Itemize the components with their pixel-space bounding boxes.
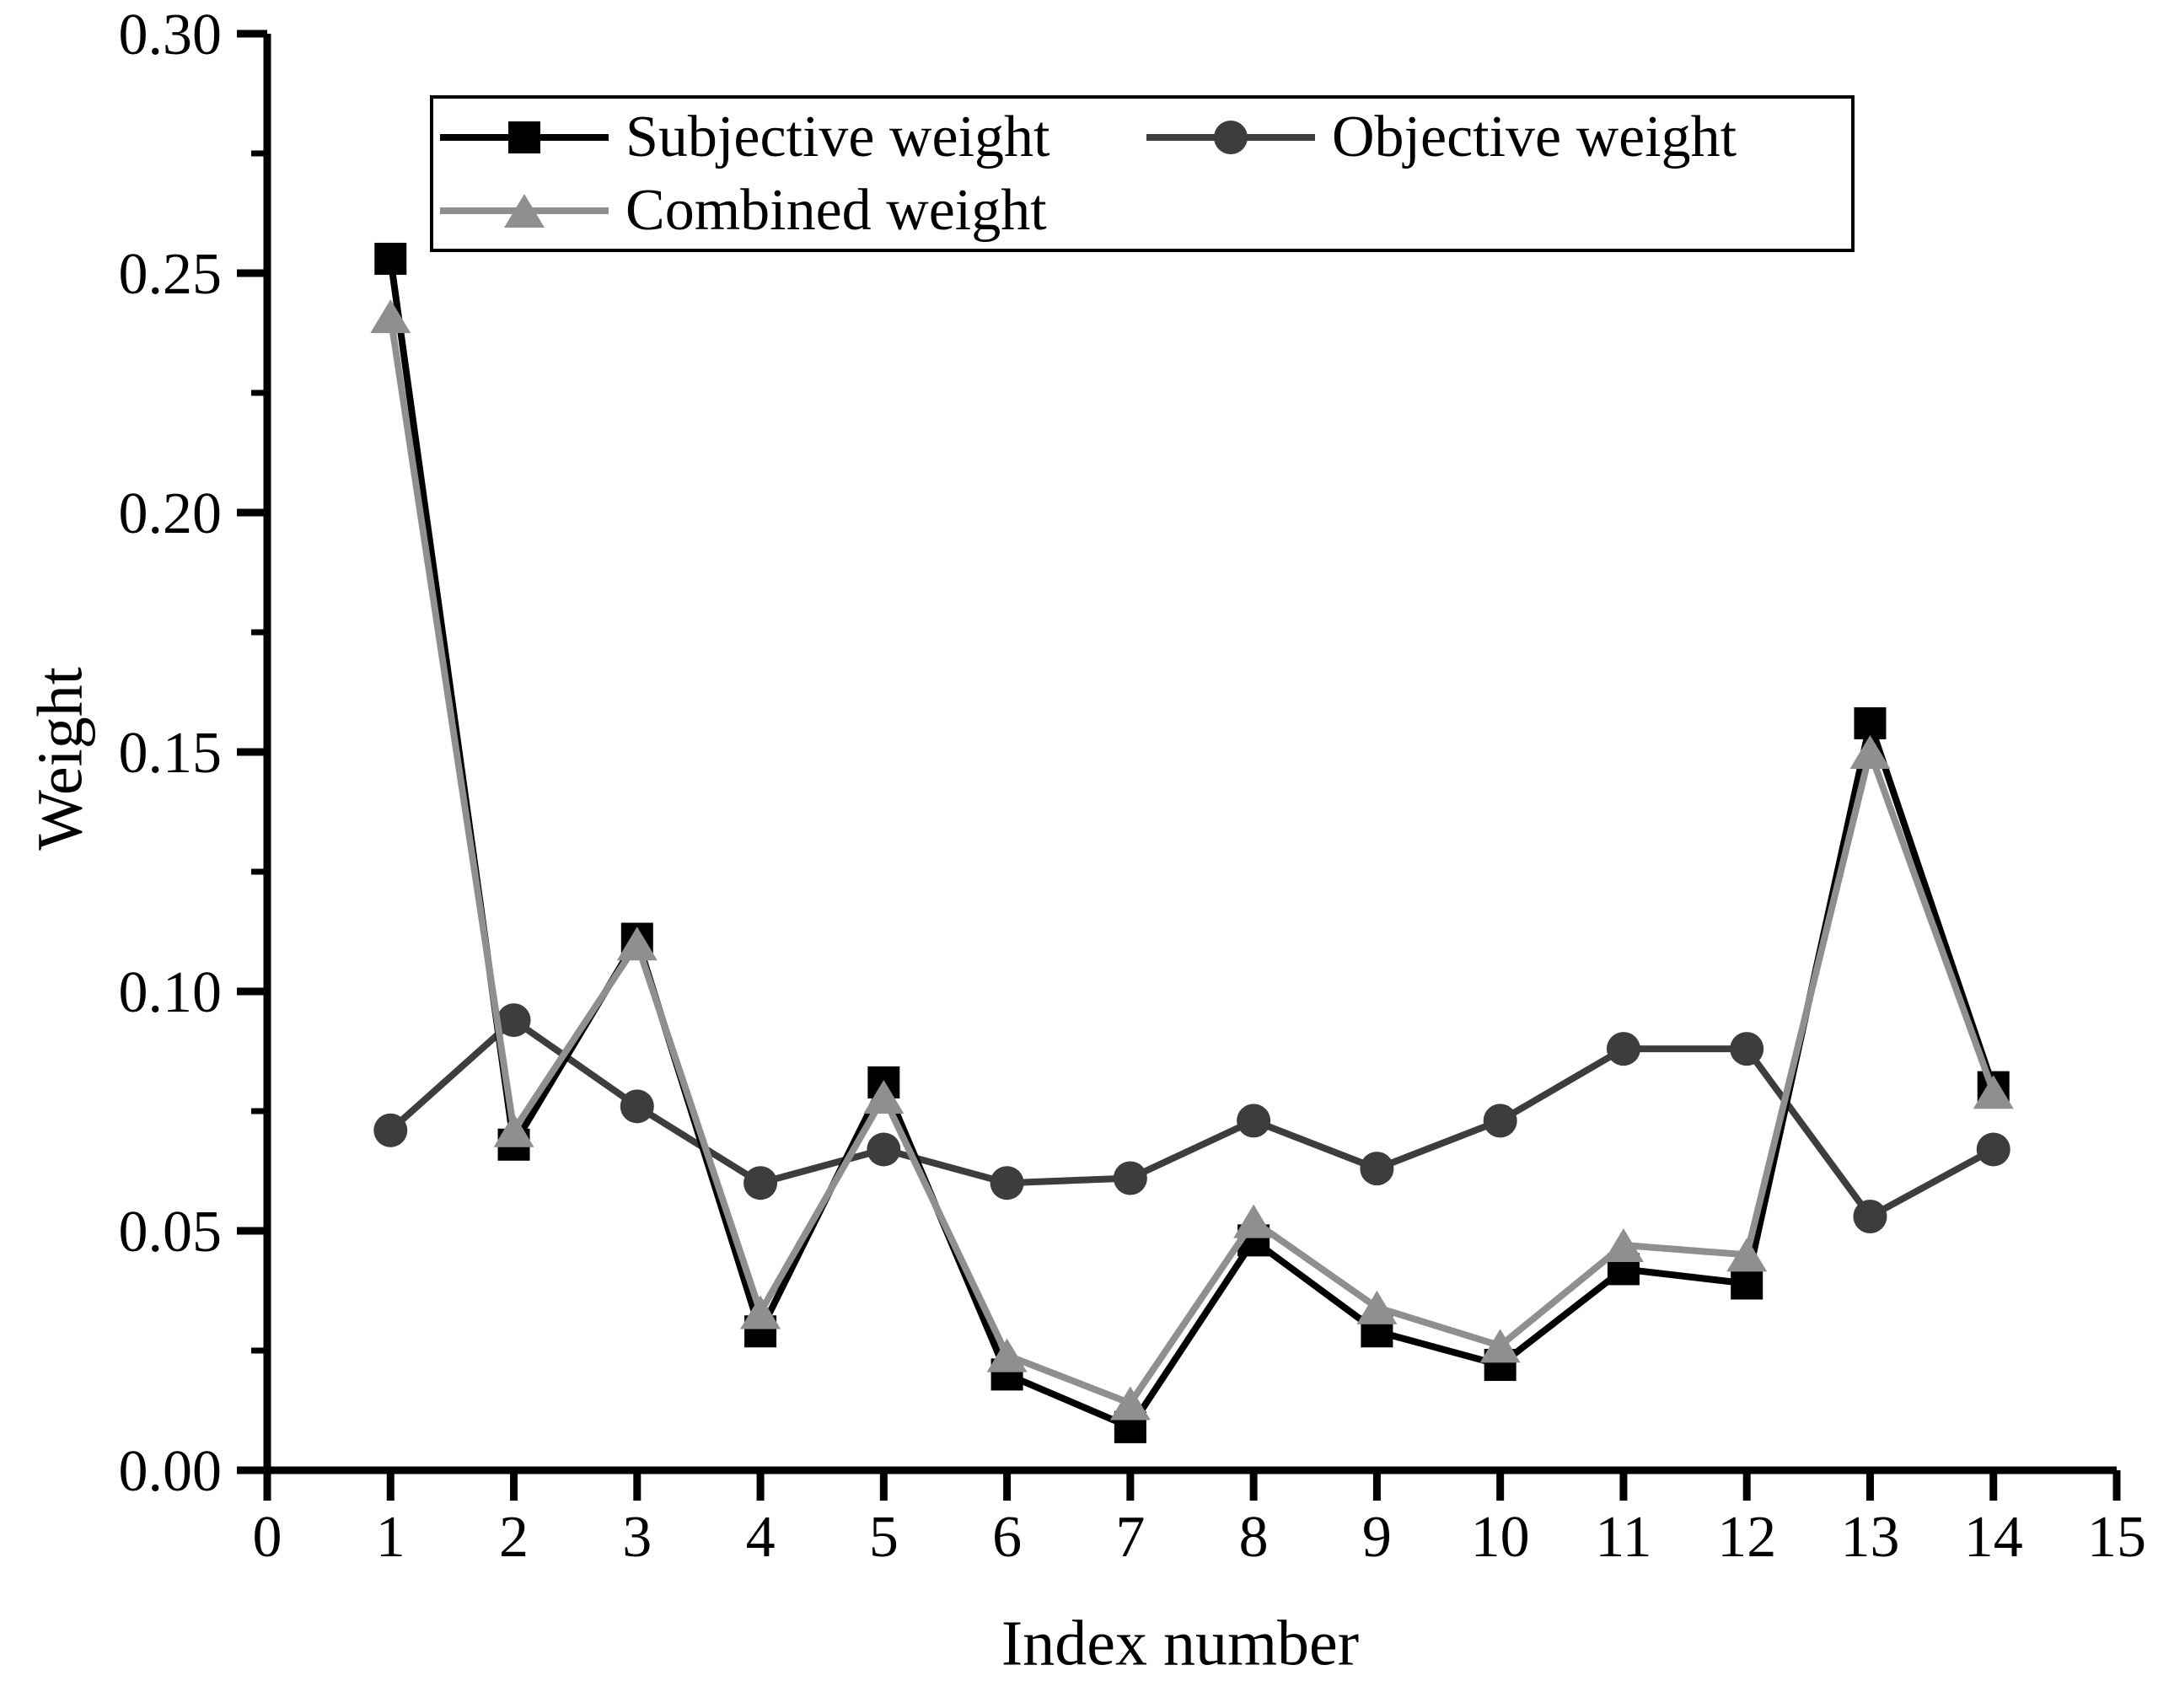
- legend-label-subjective-weight: Subjective weight: [625, 104, 1050, 169]
- data-point-circle: [1853, 1199, 1887, 1233]
- data-point-circle: [497, 1003, 531, 1038]
- x-axis-tick-label: 0: [253, 1505, 282, 1570]
- y-axis-tick-label: 0.15: [119, 721, 223, 786]
- data-point-triangle: [616, 927, 658, 961]
- data-point-triangle: [740, 1295, 781, 1329]
- data-point-triangle: [1356, 1290, 1398, 1324]
- x-axis-tick-label: 7: [1115, 1505, 1145, 1570]
- x-axis-title: Index number: [1001, 1608, 1360, 1679]
- series-subjective-weight: [374, 242, 2010, 1443]
- data-point-triangle: [1849, 735, 1891, 769]
- x-axis-tick-label: 15: [2087, 1505, 2146, 1570]
- y-axis-tick-label: 0.05: [119, 1200, 223, 1265]
- x-axis-tick-label: 9: [1362, 1505, 1392, 1570]
- data-point-circle: [1730, 1032, 1764, 1066]
- series-objective-weight: [373, 1003, 2010, 1233]
- legend-key-triangle-icon: [440, 193, 609, 228]
- data-point-circle: [1214, 120, 1248, 154]
- data-point-square: [1854, 706, 1887, 739]
- legend-row-1: Subjective weight Objective weight: [440, 101, 1851, 174]
- x-axis-tick-label: 1: [376, 1505, 405, 1570]
- series-line-combined-weight: [387, 315, 1997, 1408]
- x-axis-tick-label: 12: [1717, 1505, 1776, 1570]
- x-axis-tick-label: 5: [869, 1505, 899, 1570]
- legend-key-square-icon: [440, 121, 609, 153]
- data-point-circle: [1483, 1104, 1517, 1138]
- data-point-triangle: [1726, 1238, 1768, 1272]
- y-axis-tick-label: 0.25: [119, 242, 223, 307]
- legend-label-combined-weight: Combined weight: [625, 177, 1047, 243]
- x-axis-tick-label: 2: [499, 1505, 529, 1570]
- legend-item-combined-weight: Combined weight: [440, 175, 1146, 247]
- legend-label-objective-weight: Objective weight: [1332, 104, 1737, 169]
- y-axis-tick-label: 0.00: [119, 1439, 223, 1504]
- y-axis-tick-label: 0.30: [119, 3, 223, 67]
- data-point-triangle: [1602, 1228, 1644, 1263]
- y-axis-tick-label: 0.10: [119, 960, 223, 1025]
- data-point-circle: [1606, 1032, 1640, 1066]
- data-point-circle: [867, 1132, 901, 1167]
- data-point-circle: [1237, 1104, 1271, 1138]
- data-point-triangle: [504, 193, 545, 228]
- legend: Subjective weight Objective weight Combi…: [430, 95, 1855, 252]
- data-point-circle: [1976, 1132, 2010, 1167]
- y-axis-tick-label: 0.20: [119, 481, 223, 546]
- x-axis-tick-label: 4: [746, 1505, 776, 1570]
- data-point-square: [374, 242, 407, 275]
- data-point-circle: [743, 1166, 778, 1200]
- data-point-circle: [1113, 1161, 1147, 1195]
- data-point-triangle: [863, 1079, 905, 1114]
- y-axis-title: Weight: [24, 667, 96, 851]
- data-point-circle: [373, 1113, 408, 1147]
- legend-key-circle-icon: [1146, 120, 1315, 154]
- data-point-triangle: [1109, 1386, 1151, 1421]
- data-point-circle: [990, 1166, 1024, 1200]
- data-point-circle: [1360, 1152, 1394, 1186]
- data-point-triangle: [493, 1113, 534, 1147]
- data-point-triangle: [1479, 1329, 1521, 1363]
- x-axis-tick-label: 13: [1840, 1505, 1899, 1570]
- x-axis-tick-label: 10: [1471, 1505, 1530, 1570]
- data-point-square: [1731, 1267, 1763, 1300]
- x-axis-tick-label: 8: [1239, 1505, 1269, 1570]
- x-axis-tick-label: 6: [992, 1505, 1022, 1570]
- legend-item-subjective-weight: Subjective weight: [440, 101, 1146, 174]
- data-point-triangle: [370, 299, 411, 334]
- data-point-circle: [620, 1089, 654, 1124]
- x-axis-tick-label: 14: [1964, 1505, 2023, 1570]
- x-axis-tick-label: 11: [1595, 1505, 1651, 1570]
- series-combined-weight: [370, 299, 2014, 1421]
- legend-item-objective-weight: Objective weight: [1146, 101, 1737, 174]
- x-axis-tick-label: 3: [622, 1505, 652, 1570]
- data-point-triangle: [986, 1338, 1028, 1372]
- data-point-triangle: [1973, 1075, 2014, 1109]
- series-line-objective-weight: [388, 1015, 1995, 1222]
- data-point-triangle: [1233, 1204, 1275, 1238]
- legend-row-2: Combined weight: [440, 175, 1851, 247]
- data-point-square: [508, 121, 540, 153]
